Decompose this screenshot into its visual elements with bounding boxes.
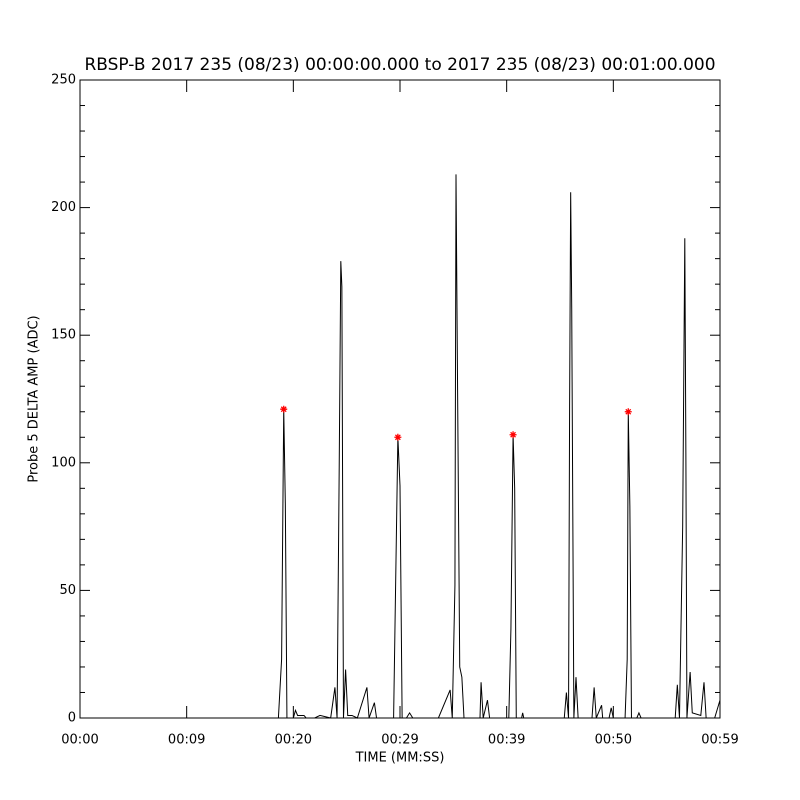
- x-tick-label: 00:09: [168, 733, 205, 748]
- y-tick-label: 150: [51, 328, 76, 343]
- y-tick-label: 50: [59, 583, 76, 598]
- y-tick-label: 100: [51, 455, 76, 470]
- x-tick-label: 00:59: [701, 733, 738, 748]
- data-line: [80, 174, 721, 719]
- peak-marker: [280, 405, 288, 413]
- x-axis-label: TIME (MM:SS): [355, 751, 445, 766]
- y-axis-label: Probe 5 DELTA AMP (ADC): [27, 315, 42, 482]
- chart-title: RBSP-B 2017 235 (08/23) 00:00:00.000 to …: [84, 55, 715, 75]
- x-tick-label: 00:29: [381, 733, 418, 748]
- y-tick-label: 250: [51, 73, 76, 88]
- peak-marker: [624, 408, 632, 416]
- x-tick-label: 00:00: [61, 733, 98, 748]
- y-tick-label: 0: [68, 711, 76, 726]
- plot-frame: [79, 79, 721, 719]
- x-tick-label: 00:50: [595, 733, 632, 748]
- peak-marker: [394, 433, 402, 441]
- x-tick-label: 00:20: [275, 733, 312, 748]
- x-tick-label: 00:39: [488, 733, 525, 748]
- peak-marker: [509, 431, 517, 439]
- y-tick-label: 200: [51, 200, 76, 215]
